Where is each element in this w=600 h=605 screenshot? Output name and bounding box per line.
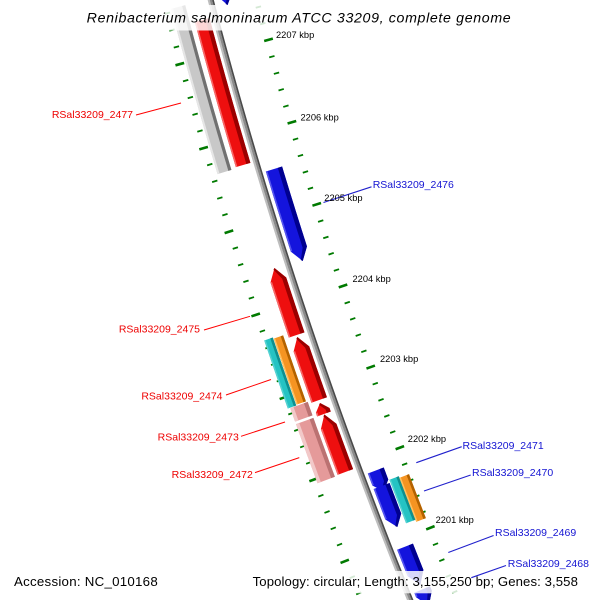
svg-text:2204 kbp: 2204 kbp — [353, 274, 391, 284]
svg-text:RSal33209_2470: RSal33209_2470 — [472, 467, 553, 479]
svg-text:Renibacterium salmoninarum ATC: Renibacterium salmoninarum ATCC 33209, c… — [87, 11, 512, 27]
svg-text:2206 kbp: 2206 kbp — [301, 112, 339, 122]
svg-text:RSal33209_2472: RSal33209_2472 — [172, 469, 253, 481]
svg-text:RSal33209_2477: RSal33209_2477 — [52, 109, 133, 121]
svg-text:2201 kbp: 2201 kbp — [436, 515, 474, 525]
svg-text:2203 kbp: 2203 kbp — [380, 354, 418, 364]
svg-text:Accession: NC_010168: Accession: NC_010168 — [14, 574, 158, 589]
svg-text:2205 kbp: 2205 kbp — [324, 193, 362, 203]
svg-text:RSal33209_2475: RSal33209_2475 — [119, 324, 200, 336]
svg-text:RSal33209_2474: RSal33209_2474 — [141, 390, 222, 402]
svg-text:2207 kbp: 2207 kbp — [276, 30, 314, 40]
svg-text:2202 kbp: 2202 kbp — [408, 434, 446, 444]
svg-text:RSal33209_2473: RSal33209_2473 — [158, 431, 239, 443]
svg-text:RSal33209_2469: RSal33209_2469 — [495, 527, 576, 539]
svg-text:RSal33209_2471: RSal33209_2471 — [463, 440, 544, 452]
svg-text:Topology: circular; Length: 3,: Topology: circular; Length: 3,155,250 bp… — [253, 574, 578, 589]
svg-text:RSal33209_2476: RSal33209_2476 — [373, 179, 454, 191]
svg-text:RSal33209_2468: RSal33209_2468 — [508, 558, 589, 570]
